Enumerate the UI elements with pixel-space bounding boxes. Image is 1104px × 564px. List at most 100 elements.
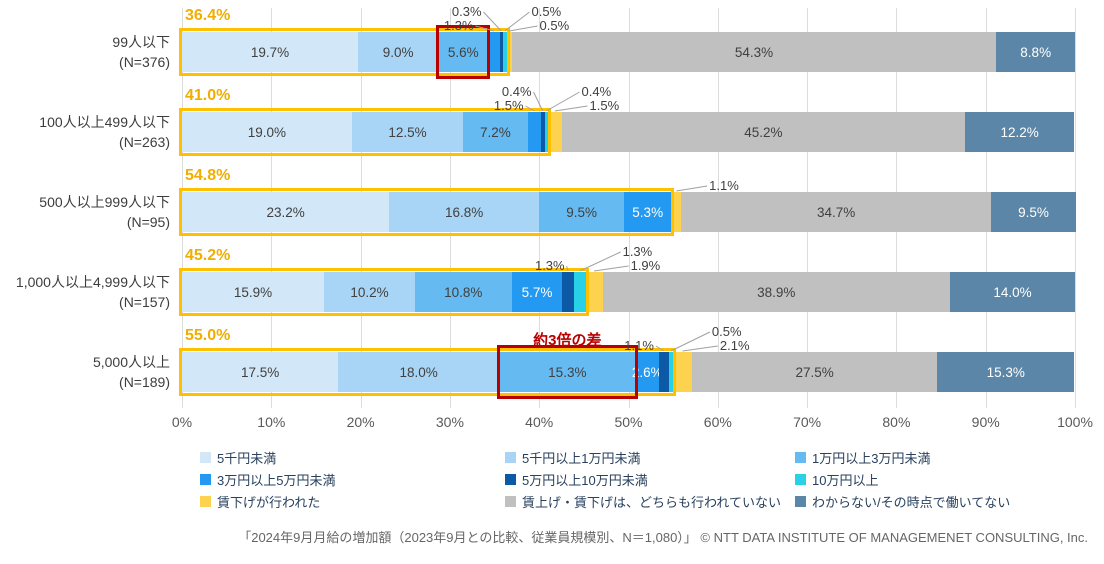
chart-row: 500人以上999人以下 (N=95) 23.2% 16.8% 9.5% 5.3% 34.7…	[0, 167, 1104, 248]
legend-item: 5万円以上10万円未満	[505, 470, 648, 489]
bar-segment	[562, 272, 574, 312]
bar-segment: 15.9%	[182, 272, 324, 312]
total-label: 45.2%	[185, 247, 231, 264]
legend-item: 賃上げ・賃下げは、どちらも行われていない	[505, 492, 781, 511]
x-tick-label: 20%	[346, 414, 375, 430]
bar-segment: 14.0%	[949, 272, 1075, 312]
bar-segment: 9.5%	[991, 192, 1076, 232]
legend-swatch	[795, 496, 806, 507]
callout-label: 1.5%	[493, 98, 524, 113]
callout-label: 0.4%	[501, 84, 532, 99]
bar: 19.0% 12.5% 7.2% 45.2% 12.2%	[182, 112, 1075, 152]
x-tick-label: 30%	[435, 414, 464, 430]
callout-label: 2.1%	[719, 338, 750, 353]
x-tick-label: 60%	[703, 414, 732, 430]
category-n: (N=157)	[119, 294, 170, 310]
legend-swatch	[505, 496, 516, 507]
bar-segment	[548, 112, 562, 152]
category-n: (N=376)	[119, 54, 170, 70]
bar-segment	[658, 352, 669, 392]
callout-label: 1.3%	[443, 18, 474, 33]
legend-label: 5千円未満	[217, 451, 277, 466]
bar-segment: 19.0%	[182, 112, 352, 152]
bar-segment	[502, 32, 508, 72]
legend-item: わからない/その時点で働いてない	[795, 492, 1010, 511]
legend-item: 5千円以上1万円未満	[505, 448, 640, 467]
category-name: 99人以下	[112, 34, 170, 50]
legend-label: 3万円以上5万円未満	[217, 473, 336, 488]
x-tick-label: 40%	[525, 414, 554, 430]
legend-label: 1万円以上3万円未満	[812, 451, 931, 466]
category-label: 5,000人以上 (N=189)	[0, 350, 170, 394]
callout-label: 1.5%	[589, 98, 620, 113]
chart-row: 99人以下 (N=376) 19.7% 9.0% 5.6% 54.3% 8.8% 36.4% 1…	[0, 4, 1104, 88]
bar-segment: 45.2%	[561, 112, 966, 152]
bar-segment: 34.7%	[681, 192, 992, 232]
bar-segment	[585, 272, 603, 312]
legend-swatch	[795, 452, 806, 463]
x-tick-label: 90%	[971, 414, 1000, 430]
bar-segment: 8.8%	[996, 32, 1075, 72]
legend-label: 賃下げが行われた	[217, 495, 321, 510]
bar-segment: 2.6%	[632, 352, 663, 392]
legend-item: 賃下げが行われた	[200, 492, 320, 511]
bar-segment	[668, 352, 674, 392]
callout-label: 0.5%	[711, 324, 742, 339]
bar-segment	[488, 32, 500, 72]
bar-segment: 7.2%	[463, 112, 528, 152]
bar-segment: 9.0%	[357, 32, 439, 72]
callout-label: 0.5%	[531, 4, 562, 19]
legend-label: 賃上げ・賃下げは、どちらも行われていない	[522, 495, 781, 510]
total-label: 41.0%	[185, 87, 231, 104]
bar-segment: 12.5%	[351, 112, 464, 152]
category-name: 1,000人以上4,999人以下	[15, 274, 170, 290]
bar-segment	[574, 272, 586, 312]
legend-swatch	[505, 474, 516, 485]
total-label: 55.0%	[185, 327, 231, 344]
legend-label: 5万円以上10万円未満	[522, 473, 648, 488]
x-tick-label: 70%	[793, 414, 822, 430]
x-tick-label: 10%	[257, 414, 286, 430]
x-tick-label: 50%	[614, 414, 643, 430]
bar-segment: 10.8%	[415, 272, 512, 312]
category-n: (N=189)	[119, 374, 170, 390]
legend-item: 10万円以上	[795, 470, 878, 489]
category-label: 500人以上999人以下 (N=95)	[0, 190, 170, 234]
x-tick-label: 0%	[171, 414, 193, 430]
legend-swatch	[200, 474, 211, 485]
legend-label: 5千円以上1万円未満	[522, 451, 641, 466]
callout-label: 1.1%	[709, 178, 739, 193]
total-label: 54.8%	[185, 167, 231, 184]
bar-segment: 12.2%	[965, 112, 1075, 152]
bar: 23.2% 16.8% 9.5% 5.3% 34.7% 9.5%	[182, 192, 1076, 232]
legend-swatch	[200, 452, 211, 463]
category-name: 500人以上999人以下	[39, 194, 170, 210]
bar-segment	[527, 112, 541, 152]
bar-segment: 15.3%	[937, 352, 1075, 392]
bar-segment: 54.3%	[511, 32, 997, 72]
category-label: 1,000人以上4,999人以下 (N=157)	[0, 270, 170, 314]
legend-label: わからない/その時点で働いてない	[812, 495, 1011, 510]
bar-segment: 10.2%	[323, 272, 416, 312]
callout-label: 0.5%	[539, 18, 570, 33]
category-label: 100人以上499人以下 (N=263)	[0, 110, 170, 154]
chart-row: 5,000人以上 (N=189) 17.5% 18.0% 15.3% 2.6% 27.5% 1…	[0, 324, 1104, 408]
bar-segment: 38.9%	[602, 272, 950, 312]
bar: 19.7% 9.0% 5.6% 54.3% 8.8%	[182, 32, 1075, 72]
bar-segment	[673, 352, 692, 392]
callout-label: 1.1%	[624, 338, 654, 353]
callout-label: 0.4%	[581, 84, 612, 99]
bar-segment: 19.7%	[182, 32, 358, 72]
legend-swatch	[200, 496, 211, 507]
bar-segment: 16.8%	[389, 192, 540, 232]
callout-label: 1.9%	[630, 258, 661, 273]
bar-segment	[544, 112, 549, 152]
legend-item: 1万円以上3万円未満	[795, 448, 930, 467]
bar-segment: 23.2%	[182, 192, 390, 232]
x-tick-label: 100%	[1057, 414, 1093, 430]
bar: 17.5% 18.0% 15.3% 2.6% 27.5% 15.3%	[182, 352, 1075, 392]
category-n: (N=263)	[119, 134, 170, 150]
legend-item: 3万円以上5万円未満	[200, 470, 335, 489]
legend-label: 10万円以上	[812, 473, 879, 488]
